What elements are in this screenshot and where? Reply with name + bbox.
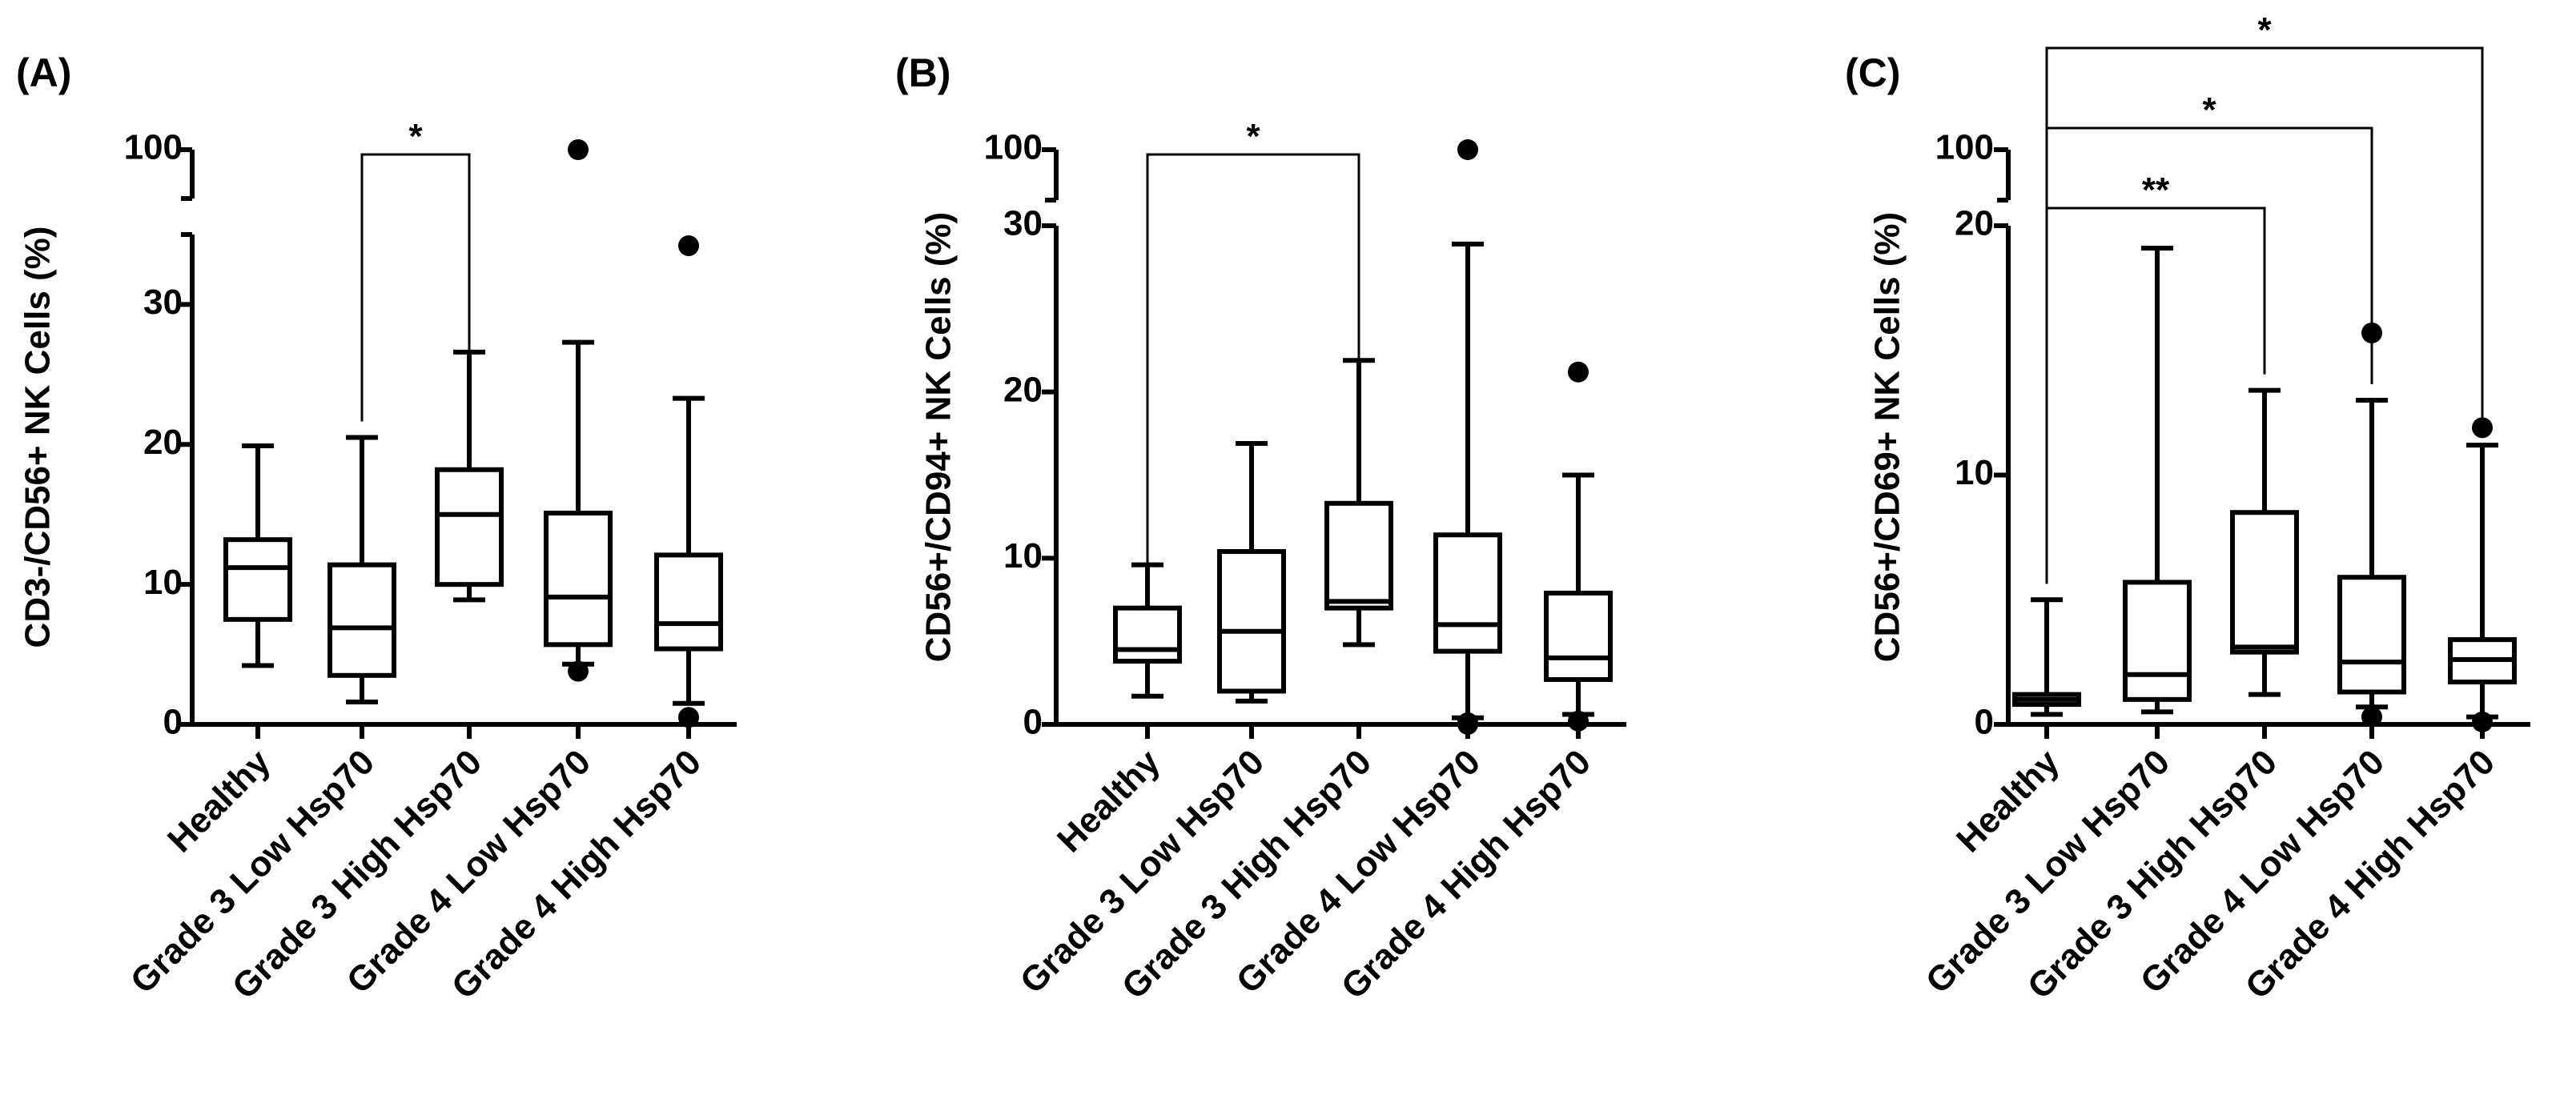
- panel-c: (C) CD56+/CD69+ NK Cells (%) 0 10 20 100 Healt…: [1845, 10, 2530, 1007]
- iqr-box: [2230, 510, 2299, 655]
- y-axis-title: CD56+/CD94+ NK Cells (%): [919, 212, 958, 662]
- iqr-box: [1217, 549, 1286, 694]
- significance-bracket: *: [2045, 10, 2484, 584]
- y-tick-label: 100: [1935, 128, 1994, 167]
- bracket-line: [2045, 126, 2373, 584]
- significance-label: *: [2257, 10, 2272, 50]
- y-tick-label: 20: [1003, 370, 1043, 409]
- outlier-point: [678, 235, 699, 256]
- y-tick-label: 20: [1955, 204, 1994, 243]
- significance-label: **: [2142, 170, 2170, 210]
- outlier-point: [568, 139, 589, 160]
- iqr-box: [1113, 605, 1182, 664]
- y-tick-label: 10: [1955, 453, 1994, 492]
- box-4: Grade 4 High Hsp70: [1334, 361, 1613, 1007]
- significance-bracket: *: [360, 117, 471, 422]
- box-0: Healthy: [1949, 597, 2081, 860]
- significance-bracket: *: [2045, 90, 2373, 584]
- outlier-point: [2472, 711, 2493, 732]
- iqr-box: [1433, 532, 1502, 654]
- outlier-point: [568, 660, 589, 682]
- iqr-box: [328, 562, 396, 678]
- panel-label: (B): [895, 50, 950, 95]
- significance-bracket: *: [1146, 117, 1360, 575]
- iqr-box: [223, 537, 292, 622]
- bracket-line: [2045, 46, 2484, 584]
- box-0: Healthy: [1050, 562, 1182, 860]
- y-tick-label: 100: [124, 128, 183, 167]
- box-0: Healthy: [160, 443, 292, 860]
- iqr-box: [654, 552, 723, 652]
- y-tick-label: 100: [984, 128, 1043, 167]
- y-tick-label: 30: [1003, 204, 1043, 243]
- panel-a: (A) CD3-/CD56+ NK Cells (%) 0 10 20 30 100 Heal…: [16, 50, 737, 1007]
- y-tick-label: 10: [1003, 536, 1043, 576]
- y-tick-label: 0: [1975, 703, 1994, 742]
- significance-label: *: [408, 117, 423, 156]
- panel-b: (B) CD56+/CD94+ NK Cells (%) 0 10 20 30 100 Hea…: [895, 50, 1626, 1007]
- outlier-point: [1568, 710, 1589, 732]
- y-axis-title: CD3-/CD56+ NK Cells (%): [18, 227, 58, 648]
- y-tick-label: 30: [143, 283, 183, 322]
- y-tick-label: 10: [143, 563, 183, 602]
- outlier-point: [2361, 706, 2382, 728]
- panel-label: (C): [1845, 50, 1900, 95]
- y-tick-label: 0: [1023, 703, 1043, 742]
- iqr-box: [2123, 580, 2192, 702]
- bracket-line: [360, 153, 471, 422]
- iqr-box: [1324, 500, 1393, 611]
- outlier-point: [1568, 361, 1589, 383]
- bracket-line: [1146, 153, 1360, 575]
- iqr-box: [2337, 575, 2406, 695]
- iqr-box: [1544, 590, 1613, 682]
- significance-label: *: [1246, 117, 1260, 156]
- outlier-point: [1457, 139, 1478, 160]
- iqr-box: [544, 510, 613, 648]
- y-tick-label: 20: [143, 423, 183, 462]
- iqr-box: [435, 467, 504, 588]
- significance-label: *: [2202, 90, 2216, 130]
- outlier-point: [1457, 714, 1478, 735]
- outlier-point: [678, 707, 699, 728]
- y-tick-label: 0: [163, 703, 183, 742]
- panel-label: (A): [16, 50, 71, 95]
- y-axis-title: CD56+/CD69+ NK Cells (%): [1868, 212, 1907, 662]
